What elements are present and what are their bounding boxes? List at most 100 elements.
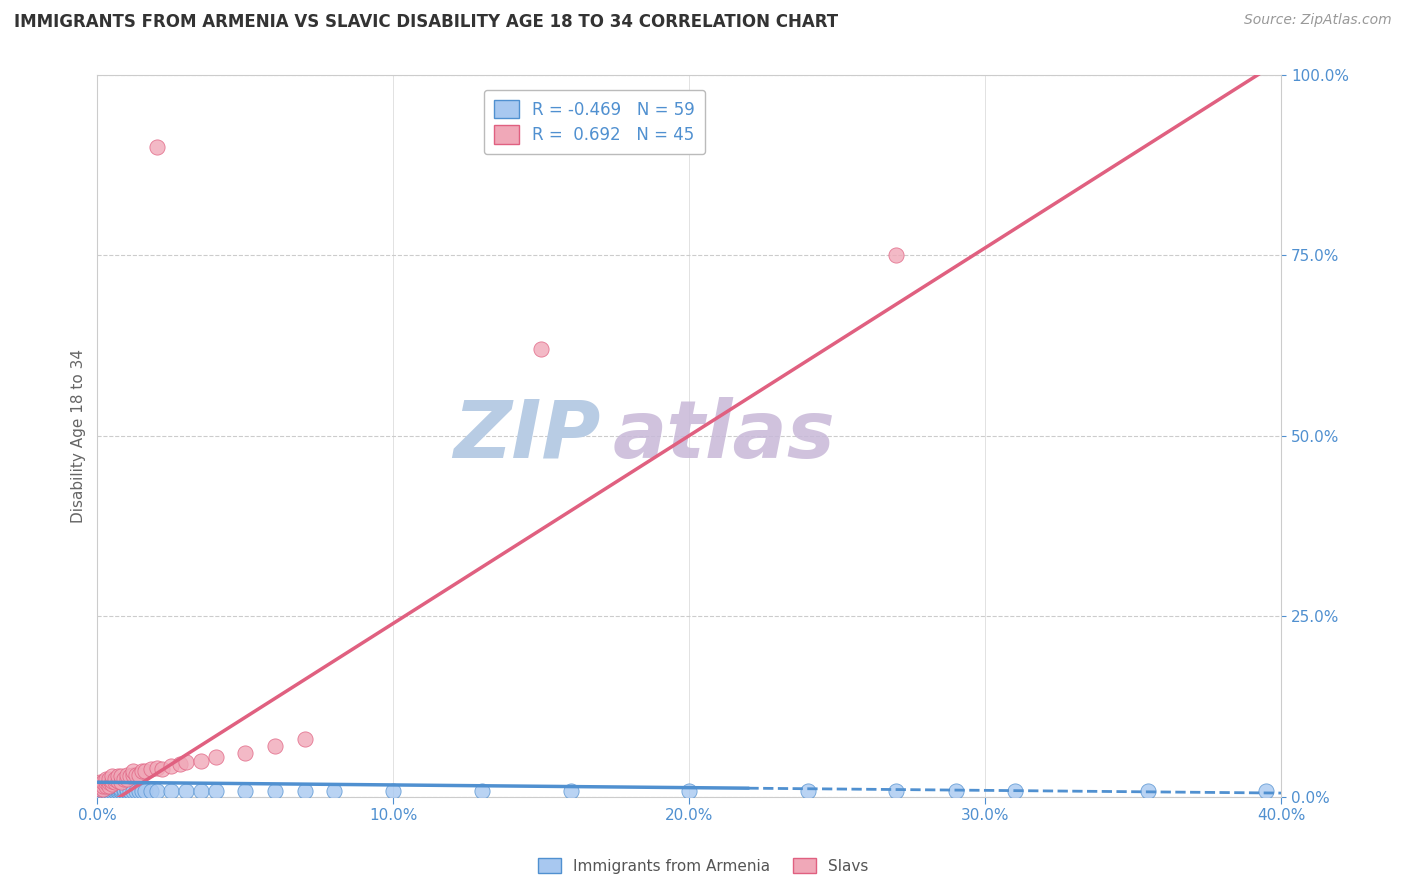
Point [134, 784, 156, 798]
Point [145, 140, 167, 154]
Point [886, 248, 908, 262]
Point [101, 778, 124, 792]
Point [101, 777, 124, 791]
Point [115, 784, 138, 798]
Point [89, 778, 111, 792]
Point [107, 780, 129, 795]
Point [104, 775, 127, 789]
Point [98, 778, 121, 792]
Point [96, 780, 118, 795]
Text: Source: ZipAtlas.com: Source: ZipAtlas.com [1244, 13, 1392, 28]
Point [89, 782, 111, 797]
Legend: R = -0.469   N = 59, R =  0.692   N = 45: R = -0.469 N = 59, R = 0.692 N = 45 [484, 90, 704, 154]
Point [115, 782, 138, 797]
Point [91, 779, 114, 793]
Point [104, 772, 127, 786]
Point [115, 768, 138, 782]
Point [101, 780, 124, 795]
Point [101, 769, 124, 783]
Point [945, 784, 967, 798]
Point [89, 784, 111, 798]
Point [125, 768, 148, 782]
Point [145, 761, 167, 775]
Point [204, 784, 226, 798]
Point [118, 784, 141, 798]
Point [169, 757, 191, 772]
Point [98, 780, 121, 795]
Point [125, 784, 148, 798]
Point [152, 762, 174, 776]
Point [104, 784, 127, 798]
Point [121, 768, 143, 782]
Point [160, 759, 183, 773]
Point [96, 782, 118, 797]
Point [323, 784, 346, 798]
Point [98, 775, 121, 789]
Point [98, 772, 121, 786]
Point [115, 772, 138, 786]
Point [101, 773, 124, 788]
Point [89, 780, 111, 795]
Point [91, 782, 114, 797]
Point [96, 775, 118, 789]
Point [89, 782, 111, 797]
Point [91, 775, 114, 789]
Point [678, 784, 700, 798]
Point [174, 784, 197, 798]
Point [1256, 784, 1278, 798]
Point [264, 739, 287, 753]
Point [96, 772, 118, 786]
Text: IMMIGRANTS FROM ARMENIA VS SLAVIC DISABILITY AGE 18 TO 34 CORRELATION CHART: IMMIGRANTS FROM ARMENIA VS SLAVIC DISABI… [14, 13, 838, 31]
Point [121, 784, 143, 798]
Point [134, 764, 156, 779]
Point [131, 784, 153, 798]
Point [91, 775, 114, 789]
Point [104, 782, 127, 797]
Point [294, 784, 316, 798]
Point [107, 784, 129, 798]
Point [110, 782, 132, 797]
Legend: Immigrants from Armenia, Slavs: Immigrants from Armenia, Slavs [531, 852, 875, 880]
Point [96, 779, 118, 793]
Point [233, 747, 256, 761]
Point [886, 784, 908, 798]
Point [96, 778, 118, 792]
Point [98, 782, 121, 797]
Point [112, 772, 135, 786]
Point [560, 784, 582, 798]
Text: atlas: atlas [612, 397, 835, 475]
Point [101, 784, 124, 798]
Point [98, 784, 121, 798]
Point [110, 784, 132, 798]
Point [91, 784, 114, 798]
Point [112, 784, 135, 798]
Point [294, 731, 316, 746]
Point [91, 778, 114, 792]
Point [110, 769, 132, 783]
Point [110, 775, 132, 789]
Point [139, 762, 162, 776]
Point [382, 784, 405, 798]
Point [160, 784, 183, 798]
Point [131, 764, 153, 779]
Point [107, 782, 129, 797]
Point [89, 775, 111, 789]
Point [1004, 784, 1026, 798]
Point [1136, 784, 1159, 798]
Point [264, 784, 287, 798]
Point [121, 764, 143, 779]
Point [190, 754, 212, 768]
Point [96, 784, 118, 798]
Point [796, 784, 818, 798]
Point [104, 780, 127, 795]
Point [174, 755, 197, 769]
Point [89, 779, 111, 793]
Point [128, 768, 150, 782]
Point [101, 782, 124, 797]
Point [471, 784, 494, 798]
Point [233, 784, 256, 798]
Point [107, 773, 129, 788]
Point [91, 782, 114, 797]
Point [530, 342, 553, 356]
Point [139, 784, 162, 798]
